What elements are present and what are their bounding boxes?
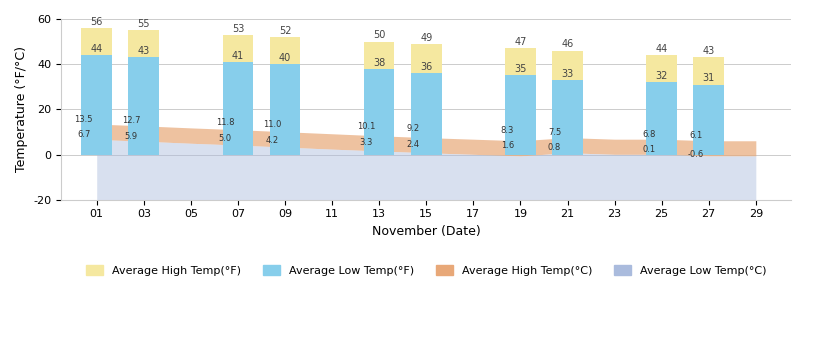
Text: 43: 43 [138,46,150,56]
Text: 6.7: 6.7 [77,130,90,139]
Text: 36: 36 [420,62,432,72]
Text: 0.1: 0.1 [642,145,655,154]
Bar [270,37,300,155]
Bar [364,69,394,155]
Bar [129,30,159,155]
Text: 40: 40 [279,53,291,63]
Text: 49: 49 [420,33,432,43]
Text: 44: 44 [656,44,668,54]
Text: 2.4: 2.4 [407,140,420,149]
Text: 3.3: 3.3 [359,138,373,147]
Text: 56: 56 [90,17,103,27]
Y-axis label: Temperature (°F/°C): Temperature (°F/°C) [15,46,28,172]
Bar [505,49,535,155]
Bar [552,51,583,155]
Legend: Average High Temp(°F), Average Low Temp(°F), Average High Temp(°C), Average Low : Average High Temp(°F), Average Low Temp(… [81,260,772,281]
Bar [364,42,394,155]
Bar [693,58,724,155]
Text: 1.6: 1.6 [500,142,514,151]
Text: 10.1: 10.1 [357,122,375,131]
Text: 7.5: 7.5 [548,128,561,137]
Bar [411,44,442,155]
Text: -0.6: -0.6 [688,150,704,159]
X-axis label: November (Date): November (Date) [372,225,481,238]
Text: 46: 46 [561,39,574,50]
Text: 31: 31 [703,73,715,83]
Text: 55: 55 [138,19,150,29]
Bar [552,80,583,155]
Bar [411,73,442,155]
Text: 41: 41 [232,51,244,61]
Text: 6.8: 6.8 [642,130,656,139]
Text: 11.8: 11.8 [216,118,234,127]
Bar [81,55,112,155]
Text: 38: 38 [373,58,385,68]
Bar [222,35,253,155]
Text: 32: 32 [656,71,668,81]
Text: 9.2: 9.2 [407,124,420,133]
Text: 13.5: 13.5 [75,115,93,123]
Text: 52: 52 [279,26,291,36]
Text: 11.0: 11.0 [263,120,281,129]
Text: 6.1: 6.1 [689,131,702,140]
Text: 53: 53 [232,24,244,34]
Text: 8.3: 8.3 [500,126,514,135]
Bar [129,58,159,155]
Bar [647,82,677,155]
Text: 5.9: 5.9 [124,132,138,141]
Text: 43: 43 [703,46,715,56]
Bar [693,84,724,155]
Bar [647,55,677,155]
Text: 35: 35 [515,64,526,74]
Bar [81,28,112,155]
Text: 12.7: 12.7 [121,117,140,125]
Text: 44: 44 [90,44,103,54]
Text: 50: 50 [373,30,385,41]
Text: 5.0: 5.0 [218,134,232,143]
Bar [222,62,253,155]
Text: 33: 33 [561,69,574,79]
Text: 0.8: 0.8 [548,143,561,152]
Bar [270,64,300,155]
Text: 4.2: 4.2 [266,136,279,144]
Text: 47: 47 [515,37,526,47]
Bar [505,76,535,155]
